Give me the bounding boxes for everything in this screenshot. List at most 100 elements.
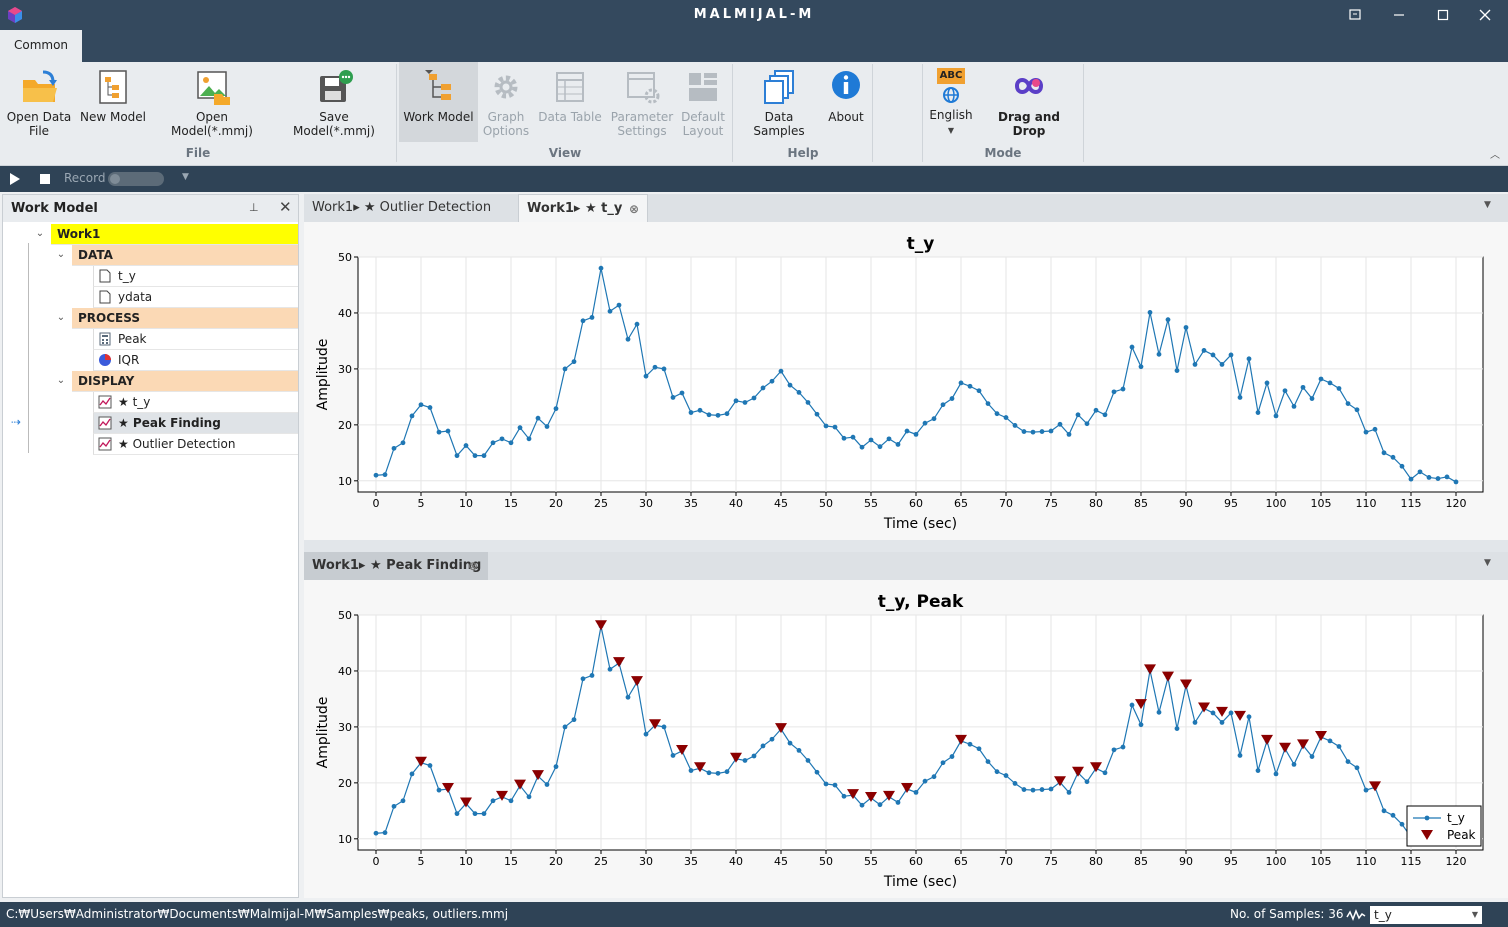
data-point bbox=[562, 724, 568, 730]
y-axis-label: Amplitude bbox=[315, 697, 331, 769]
data-point bbox=[787, 740, 793, 746]
x-tick-label: 30 bbox=[639, 497, 653, 510]
tree-expander-icon[interactable]: ⌄ bbox=[56, 249, 66, 260]
settings-window-icon bbox=[627, 72, 660, 104]
language-dropdown[interactable]: ABC English ▼ bbox=[926, 62, 976, 152]
data-point bbox=[1399, 821, 1405, 827]
data-point bbox=[1273, 771, 1279, 777]
close-tab-icon[interactable]: ⊗ bbox=[629, 202, 640, 216]
tab-menu-chevron-icon[interactable]: ▼ bbox=[1484, 558, 1491, 568]
tree-item-display-t_y[interactable]: ★ t_y bbox=[93, 392, 298, 413]
tab-t_y-label: Work1▸ ★ t_y bbox=[527, 201, 623, 216]
data-point bbox=[562, 366, 568, 372]
minimize-button[interactable] bbox=[1384, 4, 1414, 26]
tree-group-display[interactable]: DISPLAY bbox=[72, 371, 298, 392]
data-point bbox=[751, 753, 757, 759]
chart-t_y: 0 5 10 15 20 25 30 35 40 45 50 55 60 65 70 75 80 85 90 95 10… bbox=[315, 234, 1484, 532]
data-point bbox=[553, 406, 559, 412]
data-point bbox=[1066, 789, 1072, 795]
chart-t_y-peak: 0 5 10 15 20 25 30 35 40 45 50 55 60 65 70 75 80 85 90 95 10… bbox=[315, 592, 1484, 890]
open-data-file-button[interactable]: Open Data File bbox=[4, 62, 74, 152]
data-point bbox=[1453, 479, 1459, 485]
work-model-button[interactable]: Work Model bbox=[399, 62, 478, 142]
data-point bbox=[1318, 376, 1324, 382]
save-model-button[interactable]: Save Model(*.mmj) bbox=[278, 62, 390, 152]
tree-item-peak[interactable]: Peak bbox=[93, 329, 298, 350]
y-tick-label: 20 bbox=[338, 777, 352, 790]
maximize-button[interactable] bbox=[1428, 4, 1458, 26]
tree-expander-icon[interactable]: ⌄ bbox=[56, 312, 66, 323]
x-tick-label: 15 bbox=[504, 855, 518, 868]
data-point bbox=[706, 412, 712, 418]
tree-expander-icon[interactable]: ⌄ bbox=[56, 375, 66, 386]
tree-item-t_y[interactable]: t_y bbox=[93, 266, 298, 287]
data-point bbox=[535, 415, 541, 421]
data-point bbox=[1174, 726, 1180, 731]
tree-expander-icon[interactable]: ⌄ bbox=[35, 228, 45, 239]
new-model-label: New Model bbox=[79, 110, 147, 124]
data-point bbox=[1228, 710, 1234, 716]
data-point bbox=[526, 436, 532, 442]
tree-group-process[interactable]: PROCESS bbox=[72, 308, 298, 329]
tree-item-label: Peak bbox=[118, 332, 147, 346]
close-panel-icon[interactable]: ✕ bbox=[279, 198, 292, 216]
data-point bbox=[661, 724, 667, 730]
new-model-button[interactable]: New Model bbox=[78, 62, 148, 152]
pin-icon[interactable]: ⊥ bbox=[249, 201, 259, 214]
tree-root-work1[interactable]: Work1 bbox=[51, 224, 298, 245]
peak-marker bbox=[883, 790, 895, 801]
default-layout-button[interactable]: Default Layout bbox=[678, 62, 728, 152]
data-point bbox=[1102, 770, 1108, 776]
collapse-ribbon-icon[interactable]: ︿ bbox=[1490, 150, 1500, 161]
stop-icon[interactable] bbox=[39, 173, 51, 185]
drag-and-drop-button[interactable]: Drag and Drop bbox=[980, 62, 1078, 152]
data-point bbox=[1066, 431, 1072, 437]
data-point bbox=[1039, 787, 1045, 792]
about-button[interactable]: About bbox=[824, 62, 868, 152]
tab-t_y[interactable]: Work1▸ ★ t_y ⊗ bbox=[518, 194, 648, 222]
status-bar: C:₩Users₩Administrator₩Documents₩Malmija… bbox=[0, 902, 1508, 927]
data-point bbox=[607, 308, 613, 314]
tab-outlier-detection[interactable]: Work1▸ ★ Outlier Detection bbox=[312, 200, 492, 215]
data-point bbox=[526, 794, 532, 800]
close-button[interactable] bbox=[1470, 4, 1500, 26]
document-icon bbox=[99, 269, 111, 283]
splitter[interactable] bbox=[304, 540, 1508, 552]
data-point bbox=[625, 694, 631, 700]
parameter-settings-button[interactable]: Parameter Settings bbox=[608, 62, 676, 152]
data-table-button[interactable]: Data Table bbox=[536, 62, 604, 152]
chevron-down-icon: ▼ bbox=[1471, 910, 1478, 919]
tab-peak-finding[interactable]: Work1▸ ★ Peak Finding ⊗ bbox=[304, 552, 488, 580]
restore-window-icon[interactable] bbox=[1340, 4, 1370, 26]
table-icon bbox=[556, 72, 584, 102]
close-tab-icon[interactable]: ⊗ bbox=[468, 559, 479, 573]
data-point bbox=[940, 760, 946, 766]
record-dropdown-chevron-icon[interactable]: ▼ bbox=[182, 172, 189, 182]
open-model-button[interactable]: Open Model(*.mmj) bbox=[154, 62, 270, 152]
x-tick-label: 45 bbox=[774, 497, 788, 510]
tree-item-peak-finding[interactable]: ★ Peak Finding bbox=[93, 413, 298, 434]
tree-item-iqr[interactable]: IQR bbox=[93, 350, 298, 371]
record-toggle[interactable] bbox=[108, 172, 164, 186]
chart-icon bbox=[98, 416, 112, 430]
peak-marker bbox=[1369, 781, 1381, 792]
ribbon-tab-common[interactable]: Common bbox=[0, 30, 82, 62]
peak-marker bbox=[1162, 671, 1174, 682]
graph-options-button[interactable]: Graph Options bbox=[480, 62, 532, 152]
series-select[interactable]: t_y ▼ bbox=[1370, 906, 1482, 924]
x-tick-label: 0 bbox=[373, 497, 380, 510]
data-samples-button[interactable]: Data Samples bbox=[738, 62, 820, 152]
tree-item-ydata[interactable]: ydata bbox=[93, 287, 298, 308]
x-tick-label: 65 bbox=[954, 855, 968, 868]
data-point bbox=[643, 373, 649, 379]
layout-icon bbox=[689, 73, 717, 101]
tree-group-data[interactable]: DATA bbox=[72, 245, 298, 266]
data-point bbox=[373, 472, 379, 478]
play-icon[interactable] bbox=[9, 173, 21, 185]
data-point bbox=[976, 388, 982, 394]
tab-menu-chevron-icon[interactable]: ▼ bbox=[1484, 200, 1491, 210]
data-point bbox=[1228, 352, 1234, 358]
group-label-help: Help bbox=[787, 146, 819, 160]
peak-marker bbox=[1261, 734, 1273, 745]
tree-item-outlier-detection[interactable]: ★ Outlier Detection bbox=[93, 434, 298, 455]
